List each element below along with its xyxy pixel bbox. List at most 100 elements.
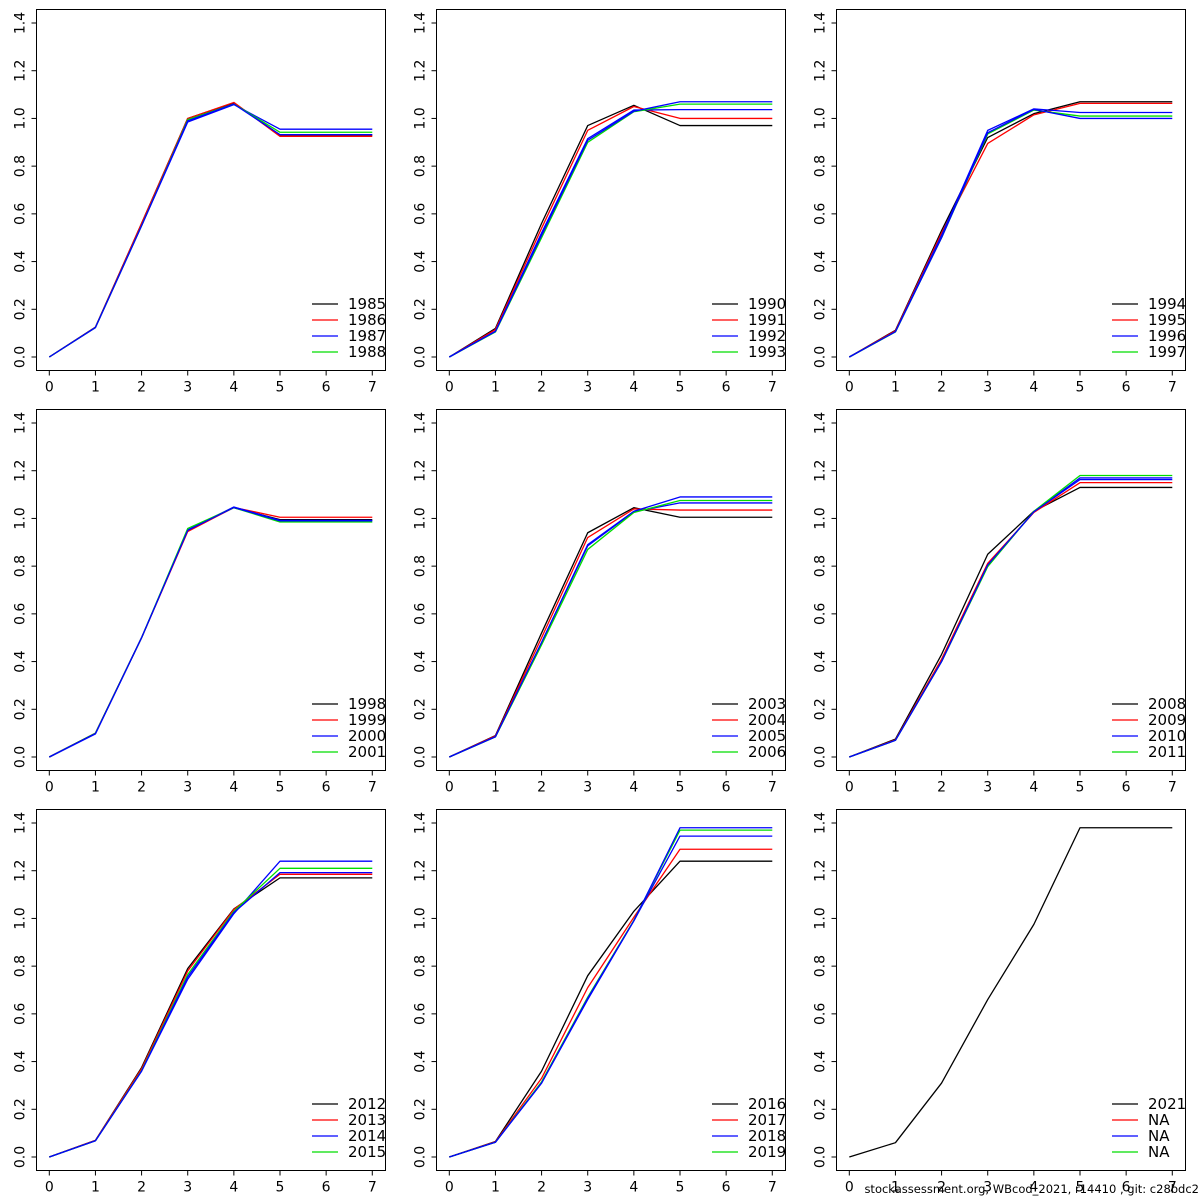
plot-box [836, 9, 1186, 371]
y-tick-label: 1.4 [13, 412, 29, 434]
legend-entry-label: 2005 [748, 727, 786, 745]
x-tick-label: 0 [445, 780, 454, 796]
y-tick-label: 1.2 [813, 60, 829, 82]
legend-entry-label: 2018 [748, 1127, 786, 1145]
series-line-unlabeled [448, 101, 773, 358]
y-tick-label: 0.8 [813, 955, 829, 977]
legend-entry-label: 1988 [348, 343, 386, 361]
series-line-2015 [49, 867, 373, 1158]
plot-box [436, 9, 786, 371]
x-tick-label: 5 [276, 780, 285, 796]
y-tick-label: 0.4 [813, 250, 829, 272]
y-tick-label: 0.0 [813, 1146, 829, 1168]
y-tick-label: 1.2 [413, 860, 429, 882]
x-tick-label: 5 [676, 780, 685, 796]
y-tick-label: 0.4 [813, 650, 829, 672]
plot-box [436, 809, 786, 1171]
plot-box [36, 809, 386, 1171]
chart-2003-2006: 0 1 2 3 4 5 6 7 0.0 0.2 0.4 0.6 0.8 1.0 1.2 1.4 20032004… [413, 409, 786, 796]
chart-1998-2001: 0 1 2 3 4 5 6 7 0.0 0.2 0.4 0.6 0.8 1.0 1.2 1.4 19981999… [13, 409, 386, 796]
x-tick-label: 1 [91, 380, 100, 396]
x-tick-label: 2 [137, 1180, 146, 1196]
legend-entry-label: 2004 [748, 711, 786, 729]
y-tick-label: 0.0 [413, 1146, 429, 1168]
panel-2016-2019: 0 1 2 3 4 5 6 7 0.0 0.2 0.4 0.6 0.8 1.0 1.2 1.4 2016 2017… [400, 800, 800, 1200]
y-tick-label: 0.6 [13, 603, 29, 625]
y-tick-label: 0.6 [813, 1003, 829, 1025]
series-line-2017 [449, 848, 773, 1158]
legend-entry-label: 1995 [1148, 311, 1186, 329]
legend-entry-label: 2006 [748, 743, 786, 761]
x-tick-label: 1 [91, 1180, 100, 1196]
series-line-1990 [448, 104, 773, 358]
y-tick-label: 1.4 [13, 12, 29, 34]
series-line-2021 [849, 827, 1173, 1158]
series-line-1988 [48, 103, 373, 358]
x-tick-label: 3 [183, 1180, 192, 1196]
legend-entry-label: 1985 [348, 295, 386, 313]
y-tick-label: 1.2 [13, 460, 29, 482]
series-line-2019 [449, 829, 773, 1158]
x-tick-label: 6 [722, 780, 731, 796]
x-tick-label: 3 [583, 1180, 592, 1196]
series-line-1987 [48, 103, 373, 358]
x-tick-label: 5 [276, 380, 285, 396]
x-tick-label: 5 [676, 380, 685, 396]
panel-1985-1988: 0 1 2 3 4 5 6 7 0.0 0.2 0.4 0.6 0.8 1.0 1.2 1.4 1985 1986… [0, 0, 400, 400]
legend-entry-label: 2017 [748, 1111, 786, 1129]
legend-entry-label: 2012 [348, 1095, 386, 1113]
x-tick-label: 0 [45, 380, 54, 396]
x-tick-label: 4 [629, 780, 638, 796]
series-line-unlabeled [848, 108, 1173, 358]
legend-entry-label: 2008 [1148, 695, 1186, 713]
y-tick-label: 0.2 [413, 298, 429, 320]
y-tick-label: 1.2 [13, 860, 29, 882]
y-tick-label: 0.0 [13, 746, 29, 768]
x-tick-label: 6 [1122, 780, 1131, 796]
x-tick-label: 0 [845, 780, 854, 796]
plot-box [836, 809, 1186, 1171]
legend-entry-label: 1993 [748, 343, 786, 361]
series-line-unlabeled [48, 103, 373, 358]
chart-1994-1997: 0 1 2 3 4 5 6 7 0.0 0.2 0.4 0.6 0.8 1.0 1.2 1.4 19941995… [813, 9, 1186, 396]
x-tick-label: 7 [368, 780, 377, 796]
legend-entry-label: 2001 [348, 743, 386, 761]
x-tick-label: 4 [629, 1180, 638, 1196]
y-tick-label: 1.0 [413, 107, 429, 129]
y-tick-label: 0.2 [813, 698, 829, 720]
x-tick-label: 1 [891, 1180, 900, 1196]
x-tick-label: 5 [1076, 780, 1085, 796]
panel-1994-1997: 0 1 2 3 4 5 6 7 0.0 0.2 0.4 0.6 0.8 1.0 1.2 1.4 1994 1995… [800, 0, 1200, 400]
series-line-unlabeled [49, 506, 373, 758]
legend-entry-label: 1986 [348, 311, 386, 329]
y-tick-label: 0.6 [813, 203, 829, 225]
y-tick-label: 0.4 [413, 250, 429, 272]
series-line-unlabeled [49, 871, 373, 1158]
x-tick-label: 4 [1029, 1180, 1038, 1196]
y-tick-label: 0.6 [413, 203, 429, 225]
legend-entry-label: 2021 [1148, 1095, 1186, 1113]
legend-entry-label: 1991 [748, 311, 786, 329]
x-tick-label: 2 [937, 380, 946, 396]
x-tick-label: 7 [1168, 780, 1177, 796]
y-tick-label: 0.0 [813, 746, 829, 768]
legend-entry-label: NA [1148, 1143, 1170, 1161]
y-tick-label: 1.4 [813, 12, 829, 34]
x-tick-label: 2 [937, 1180, 946, 1196]
y-tick-label: 1.4 [813, 812, 829, 834]
y-tick-label: 0.6 [13, 1003, 29, 1025]
series-line-2013 [49, 873, 373, 1158]
series-line-unlabeled [449, 827, 773, 1158]
series-line-2009 [849, 481, 1173, 758]
x-tick-label: 1 [891, 780, 900, 796]
series-line-2016 [449, 860, 773, 1158]
y-tick-label: 0.8 [13, 155, 29, 177]
series-line-2010 [849, 477, 1173, 758]
series-line-2012 [49, 877, 373, 1158]
y-tick-label: 1.0 [13, 107, 29, 129]
y-tick-label: 0.8 [413, 955, 429, 977]
legend-entry-label: 2014 [348, 1127, 386, 1145]
legend-entry-label: 1997 [1148, 343, 1186, 361]
y-tick-label: 0.6 [13, 203, 29, 225]
